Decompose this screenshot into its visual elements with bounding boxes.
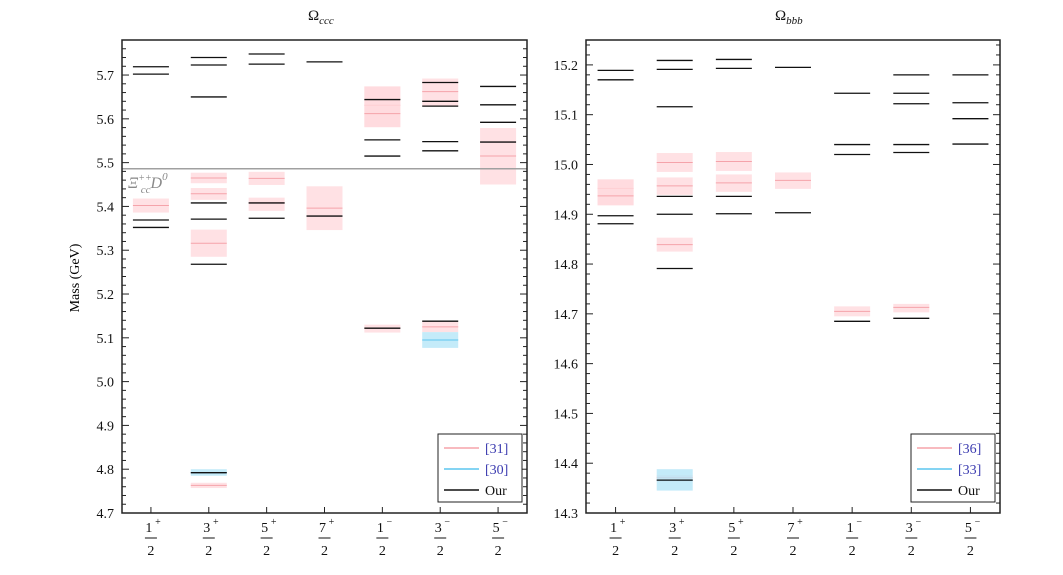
x-tick-parity: − <box>502 517 508 528</box>
threshold-label: Ξ++ ccD0 <box>128 171 168 196</box>
y-tick-label: 14.6 <box>554 358 579 373</box>
y-tick-label: 5.5 <box>97 157 115 172</box>
legend-label: [36] <box>958 442 981 457</box>
ref-band-31 <box>364 86 401 128</box>
y-tick-label: 14.4 <box>554 457 579 472</box>
y-tick-label: 14.9 <box>554 208 579 223</box>
threshold-label-sup: ++ <box>138 173 152 184</box>
x-tick-parity: − <box>915 517 921 528</box>
legend-label: Our <box>485 484 507 499</box>
y-tick-label: 5.3 <box>97 244 115 259</box>
x-tick-numerator: 1 <box>145 521 152 536</box>
x-tick-parity: + <box>213 517 219 528</box>
legend-label: [30] <box>485 463 508 478</box>
x-tick-numerator: 1 <box>847 521 854 536</box>
left-chart-title: Ωccc <box>308 8 334 27</box>
y-tick-label: 5.0 <box>97 376 115 391</box>
legend-box <box>910 433 996 503</box>
x-tick-denominator: 2 <box>379 544 386 559</box>
x-tick-denominator: 2 <box>321 544 328 559</box>
y-tick-label: 14.5 <box>554 407 579 422</box>
x-tick-parity: + <box>797 517 803 528</box>
x-tick-denominator: 2 <box>495 544 502 559</box>
threshold-label-main: Ξ <box>128 175 139 192</box>
y-tick-label: 5.4 <box>97 200 115 215</box>
x-tick-denominator: 2 <box>437 544 444 559</box>
legend-label: [33] <box>958 463 981 478</box>
y-tick-label: 5.2 <box>97 288 115 303</box>
x-tick-numerator: 5 <box>965 521 972 536</box>
x-tick-denominator: 2 <box>967 544 974 559</box>
y-tick-label: 15.1 <box>554 109 579 124</box>
x-tick-numerator: 1 <box>610 521 617 536</box>
legend-box <box>437 433 523 503</box>
legend: [36] [33] Our <box>910 433 996 503</box>
x-tick-numerator: 3 <box>669 521 676 536</box>
y-tick-label: 14.7 <box>554 308 579 323</box>
x-tick-numerator: 7 <box>319 521 326 536</box>
y-tick-label: 4.7 <box>97 507 115 522</box>
x-tick-parity: − <box>856 517 862 528</box>
x-tick-numerator: 3 <box>203 521 210 536</box>
x-tick-denominator: 2 <box>849 544 856 559</box>
x-tick-denominator: 2 <box>612 544 619 559</box>
x-tick-numerator: 3 <box>906 521 913 536</box>
title-subscript: bbb <box>786 15 803 27</box>
y-tick-label: 4.8 <box>97 463 115 478</box>
threshold-label-sub: cc <box>141 184 151 196</box>
x-tick-parity: − <box>444 517 450 528</box>
x-tick-parity: + <box>329 517 335 528</box>
x-tick-denominator: 2 <box>147 544 154 559</box>
x-tick-parity: − <box>387 517 393 528</box>
x-tick-denominator: 2 <box>908 544 915 559</box>
x-tick-parity: + <box>620 517 626 528</box>
y-tick-label: 5.7 <box>97 69 115 84</box>
y-tick-label: 15.0 <box>554 158 579 173</box>
legend-label: Our <box>958 484 980 499</box>
x-tick-denominator: 2 <box>205 544 212 559</box>
x-tick-numerator: 5 <box>493 521 500 536</box>
y-tick-label: 4.9 <box>97 419 115 434</box>
ref-band-31 <box>248 197 285 211</box>
x-tick-denominator: 2 <box>790 544 797 559</box>
x-tick-parity: − <box>975 517 981 528</box>
x-tick-numerator: 7 <box>788 521 795 536</box>
x-tick-denominator: 2 <box>671 544 678 559</box>
threshold-label-tail: D <box>150 175 163 192</box>
x-tick-numerator: 3 <box>435 521 442 536</box>
right-chart-title: Ωbbb <box>775 8 803 27</box>
x-tick-parity: + <box>679 517 685 528</box>
x-tick-numerator: 5 <box>261 521 268 536</box>
x-tick-denominator: 2 <box>730 544 737 559</box>
ref-band-36 <box>597 179 634 206</box>
x-tick-parity: + <box>155 517 161 528</box>
title-symbol: Ω <box>308 8 320 24</box>
x-tick-parity: + <box>738 517 744 528</box>
y-tick-label: 14.3 <box>554 507 579 522</box>
x-tick-numerator: 1 <box>377 521 384 536</box>
threshold-label-tail-sup: 0 <box>162 171 168 183</box>
x-tick-denominator: 2 <box>263 544 270 559</box>
title-subscript: ccc <box>319 15 334 27</box>
y-tick-label: 14.8 <box>554 258 579 273</box>
x-tick-numerator: 5 <box>728 521 735 536</box>
y-tick-label: 15.2 <box>554 59 579 74</box>
ref-band-36 <box>893 303 930 313</box>
x-tick-parity: + <box>271 517 277 528</box>
left-panel: Ξ++ ccD04.74.84.95.05.15.25.35.45.55.65.7… <box>97 39 528 559</box>
y-tick-label: 5.6 <box>97 113 115 128</box>
right-panel: 14.3 14.4 14.5 14.6 14.7 14.8 14.9 15.0 15.1 15.2… <box>554 39 1001 559</box>
legend: [31] [30] Our <box>437 433 523 503</box>
legend-label: [31] <box>485 442 508 457</box>
y-tick-label: 5.1 <box>97 332 115 347</box>
title-symbol: Ω <box>775 8 787 24</box>
